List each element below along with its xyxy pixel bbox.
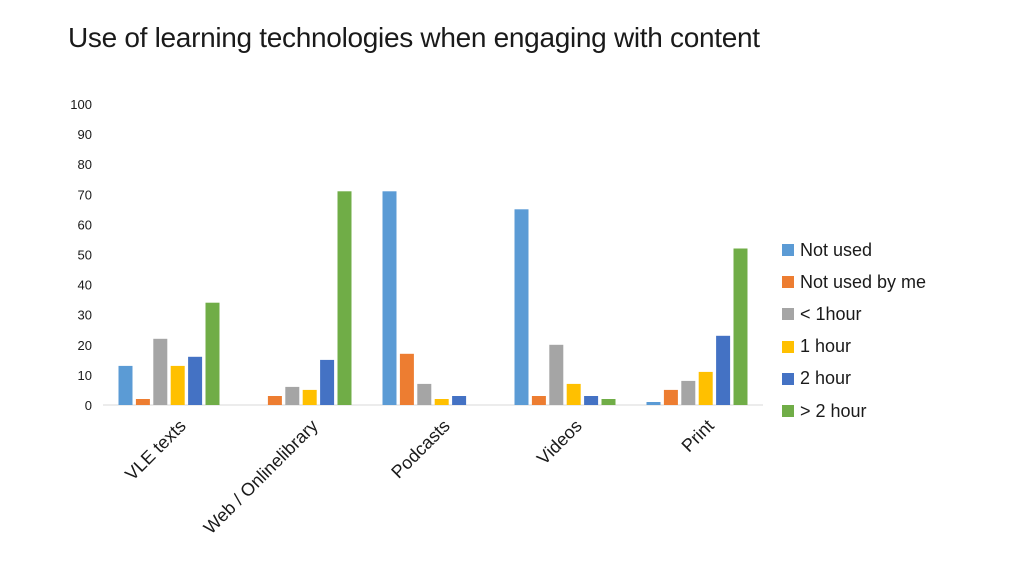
legend-item: < 1hour xyxy=(782,298,926,330)
y-tick-label: 70 xyxy=(78,187,92,202)
x-tick-label: VLE texts xyxy=(121,416,190,485)
y-tick-label: 40 xyxy=(78,278,92,293)
legend-swatch xyxy=(782,340,794,353)
y-tick-label: 50 xyxy=(78,248,92,263)
legend-swatch xyxy=(782,405,794,418)
chart-title: Use of learning technologies when engagi… xyxy=(68,22,760,53)
x-axis: VLE texts Web / Onlinelibrary Podcasts Vide… xyxy=(103,404,763,538)
bar xyxy=(681,380,696,405)
y-tick-label: 80 xyxy=(78,157,92,172)
bar xyxy=(153,338,168,405)
bar xyxy=(170,365,185,405)
bar xyxy=(267,396,282,405)
legend-label: Not used xyxy=(800,239,873,260)
bar xyxy=(417,383,432,405)
bar xyxy=(514,209,529,405)
y-axis: 0 10 20 30 40 50 60 70 80 90 100 xyxy=(70,97,92,413)
bar xyxy=(382,191,397,405)
legend-swatch xyxy=(782,276,794,289)
legend-swatch xyxy=(782,372,794,385)
x-tick-label: Print xyxy=(678,416,718,456)
bar xyxy=(549,344,564,405)
y-tick-label: 100 xyxy=(70,97,92,112)
y-tick-label: 10 xyxy=(78,368,92,383)
y-tick-label: 20 xyxy=(78,338,92,353)
legend-swatch xyxy=(782,308,794,321)
bar xyxy=(566,383,581,405)
legend-swatch xyxy=(782,244,794,257)
bar xyxy=(434,399,449,405)
bar xyxy=(452,396,467,405)
legend-item: 1 hour xyxy=(782,331,926,363)
x-tick-label: Videos xyxy=(533,416,586,469)
bar xyxy=(302,389,317,405)
legend-label: > 2 hour xyxy=(800,400,867,421)
bar xyxy=(584,396,599,405)
y-tick-label: 60 xyxy=(78,217,92,232)
legend-label: 1 hour xyxy=(800,336,852,357)
y-tick-label: 90 xyxy=(78,127,92,142)
bar xyxy=(320,359,335,405)
bar xyxy=(663,389,678,405)
bar xyxy=(399,353,414,405)
legend-item: 2 hour xyxy=(782,363,926,395)
legend-item: Not used xyxy=(782,234,926,266)
legend-label: < 1hour xyxy=(800,303,862,324)
bar xyxy=(285,386,300,405)
bars xyxy=(118,191,748,405)
legend-label: 2 hour xyxy=(800,368,852,389)
bar xyxy=(135,399,150,405)
legend-label: Not used by me xyxy=(800,271,927,292)
bar xyxy=(337,191,352,405)
legend: Not used Not used by me < 1hour 1 hour 2 hou… xyxy=(782,234,926,427)
y-tick-label: 30 xyxy=(78,308,92,323)
x-tick-label: Podcasts xyxy=(387,416,454,483)
legend-item: > 2 hour xyxy=(782,395,926,427)
bar xyxy=(531,396,546,405)
y-tick-label: 0 xyxy=(85,398,92,413)
x-tick-label: Web / Onlinelibrary xyxy=(200,416,322,538)
legend-item: Not used by me xyxy=(782,266,926,298)
bar xyxy=(601,399,616,405)
bar xyxy=(716,335,731,405)
bar xyxy=(733,248,748,405)
bar xyxy=(646,402,661,405)
bar xyxy=(205,302,220,405)
bar xyxy=(188,356,203,405)
bar xyxy=(698,371,713,405)
bar xyxy=(118,365,133,405)
